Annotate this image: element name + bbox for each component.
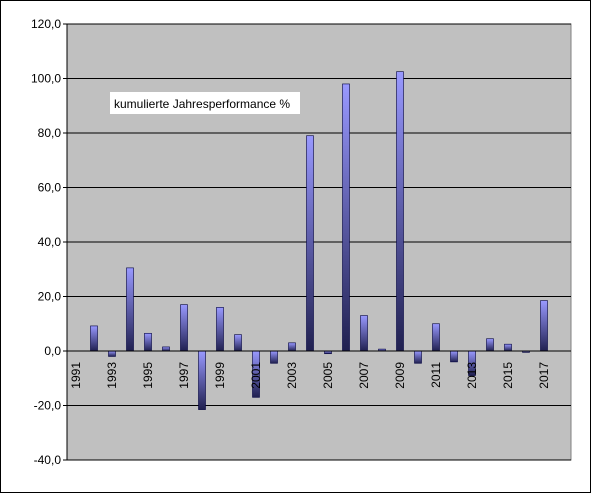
y-tick-label: 0,0 — [44, 344, 61, 358]
bar — [432, 323, 440, 352]
bar — [414, 350, 422, 364]
bar — [270, 350, 278, 364]
x-tick-label: 1993 — [105, 362, 119, 389]
y-tick-label: 100,0 — [31, 72, 61, 86]
bar — [306, 135, 314, 352]
x-tick-label: 2015 — [501, 362, 515, 389]
x-tick-label: 1995 — [141, 362, 155, 389]
bar — [162, 346, 170, 352]
bar — [450, 350, 458, 363]
bar — [360, 315, 368, 352]
x-tick-label: 2001 — [249, 362, 263, 389]
y-tick-label: 120,0 — [31, 17, 61, 31]
y-tick-label: 80,0 — [38, 126, 62, 140]
bar — [198, 350, 206, 410]
y-tick-label: 40,0 — [38, 235, 62, 249]
bar — [540, 300, 548, 352]
x-tick-label: 1997 — [177, 362, 191, 389]
x-tick-label: 2017 — [537, 362, 551, 389]
bar — [90, 325, 98, 352]
x-tick-label: 1999 — [213, 362, 227, 389]
x-tick-label: 2003 — [285, 362, 299, 389]
bar — [180, 304, 188, 352]
annotation: kumulierte Jahresperformance % — [114, 97, 290, 111]
bar — [108, 350, 116, 357]
y-tick-label: 20,0 — [38, 290, 62, 304]
x-tick-label: 2007 — [357, 362, 371, 389]
bar — [144, 332, 152, 352]
x-tick-label: 2005 — [321, 362, 335, 389]
x-tick-label: 1991 — [69, 362, 83, 389]
x-tick-label: 2013 — [465, 362, 479, 389]
x-tick-label: 2011 — [429, 362, 443, 388]
y-tick-label: -20,0 — [34, 399, 62, 413]
bar — [504, 343, 512, 352]
y-tick-label: 60,0 — [38, 181, 62, 195]
bar — [288, 342, 296, 352]
y-tick-label: -40,0 — [34, 453, 62, 467]
bar — [234, 334, 242, 352]
bar — [216, 307, 224, 352]
bar — [126, 267, 134, 352]
bar — [486, 338, 494, 352]
annotation-box — [110, 92, 300, 114]
x-tick-label: 2009 — [393, 362, 407, 389]
bar — [396, 71, 404, 352]
bar — [342, 83, 350, 352]
